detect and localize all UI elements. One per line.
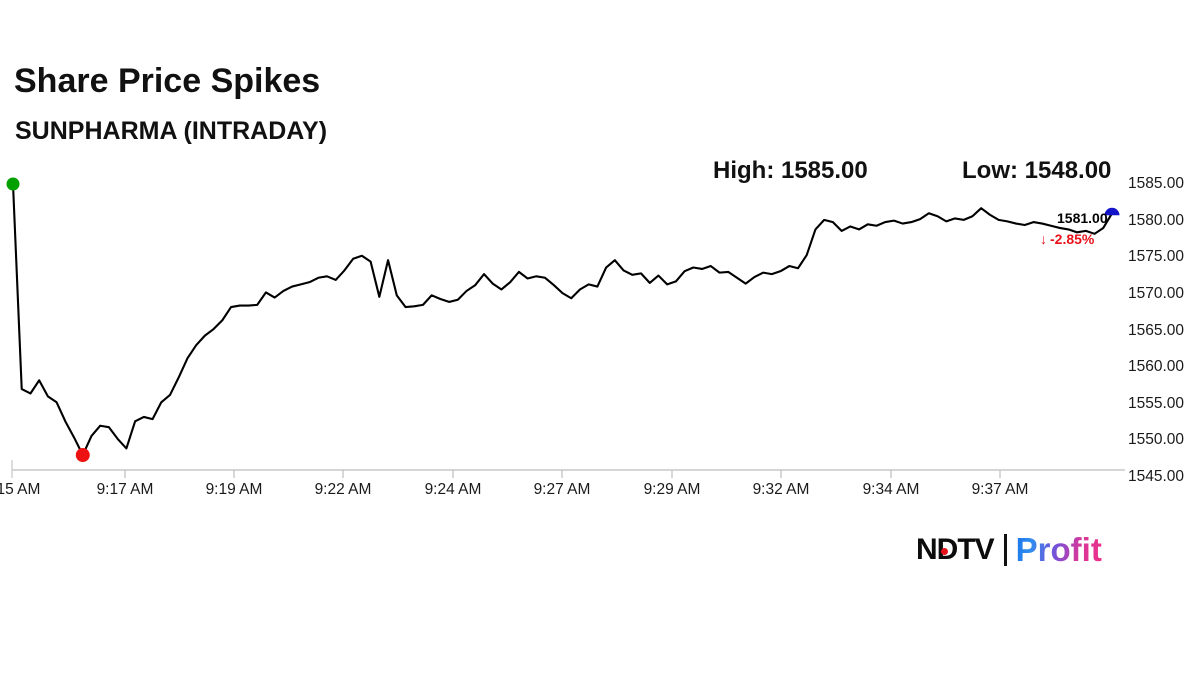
- last-change-label: ↓ -2.85%: [1040, 231, 1094, 247]
- page-subtitle: SUNPHARMA (INTRADAY): [15, 117, 328, 145]
- chart-axes: [11, 460, 1125, 478]
- last-price-label: 1581.00: [1057, 210, 1108, 226]
- y-axis-tick-label: 1545.00: [1128, 468, 1185, 485]
- ndtv-profit-logo: NDTV Profit: [916, 528, 1102, 572]
- x-axis-tick-label: 9:32 AM: [752, 481, 810, 498]
- x-axis-tick-label: 9:24 AM: [424, 481, 482, 498]
- y-axis-tick-label: 1585.00: [1128, 175, 1185, 192]
- y-axis-tick-label: 1555.00: [1128, 394, 1185, 412]
- x-axis-tick-label: 9:19 AM: [205, 481, 263, 498]
- profit-wordmark: Profit: [1015, 531, 1102, 568]
- y-axis-tick-label: 1580.00: [1128, 211, 1185, 229]
- y-axis-tick-label: 1570.00: [1128, 284, 1185, 302]
- x-axis-tick-label: 9:34 AM: [862, 481, 920, 498]
- x-axis-tick-label: 9:15 AM: [0, 481, 41, 498]
- x-axis-tick-label: 9:22 AM: [314, 481, 372, 498]
- ndtv-text: NDTV: [916, 533, 995, 566]
- page-title: Share Price Spikes: [14, 62, 321, 100]
- last-price-marker: [1104, 207, 1120, 216]
- high-label: High: 1585.00: [713, 157, 868, 184]
- price-series: [11, 182, 1114, 457]
- change-percent-value: -2.85%: [1050, 231, 1095, 247]
- x-axis-tick-label: 9:27 AM: [533, 481, 591, 498]
- y-axis-labels: 1545.00 1550.00 1555.00 1560.00 1565.00 1570.…: [1128, 0, 1200, 674]
- x-axis-tick-label: 9:37 AM: [971, 481, 1029, 498]
- arrow-down-icon: ↓: [1040, 231, 1047, 247]
- y-axis-tick-label: 1550.00: [1128, 431, 1185, 449]
- x-axis-tick-label: 9:17 AM: [96, 481, 154, 498]
- start-high-marker: [6, 177, 20, 191]
- y-axis-tick-label: 1575.00: [1128, 248, 1185, 266]
- logo-divider: [1003, 534, 1007, 566]
- ndtv-red-dot-icon: [941, 548, 948, 555]
- x-axis-tick-label: 9:29 AM: [643, 481, 701, 498]
- ndtv-wordmark: NDTV: [916, 533, 995, 567]
- low-marker: [75, 448, 90, 463]
- y-axis-tick-label: 1565.00: [1128, 321, 1185, 339]
- low-label: Low: 1548.00: [962, 157, 1112, 184]
- y-axis-tick-label: 1560.00: [1128, 358, 1185, 376]
